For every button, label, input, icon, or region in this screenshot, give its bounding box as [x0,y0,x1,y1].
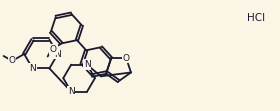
Text: N: N [68,87,74,96]
Text: O: O [9,56,16,65]
Text: O: O [123,54,130,63]
Text: N: N [84,60,90,69]
Text: O: O [50,45,57,54]
Text: HCl: HCl [247,13,265,23]
Text: N: N [54,50,61,58]
Text: N: N [29,64,36,73]
